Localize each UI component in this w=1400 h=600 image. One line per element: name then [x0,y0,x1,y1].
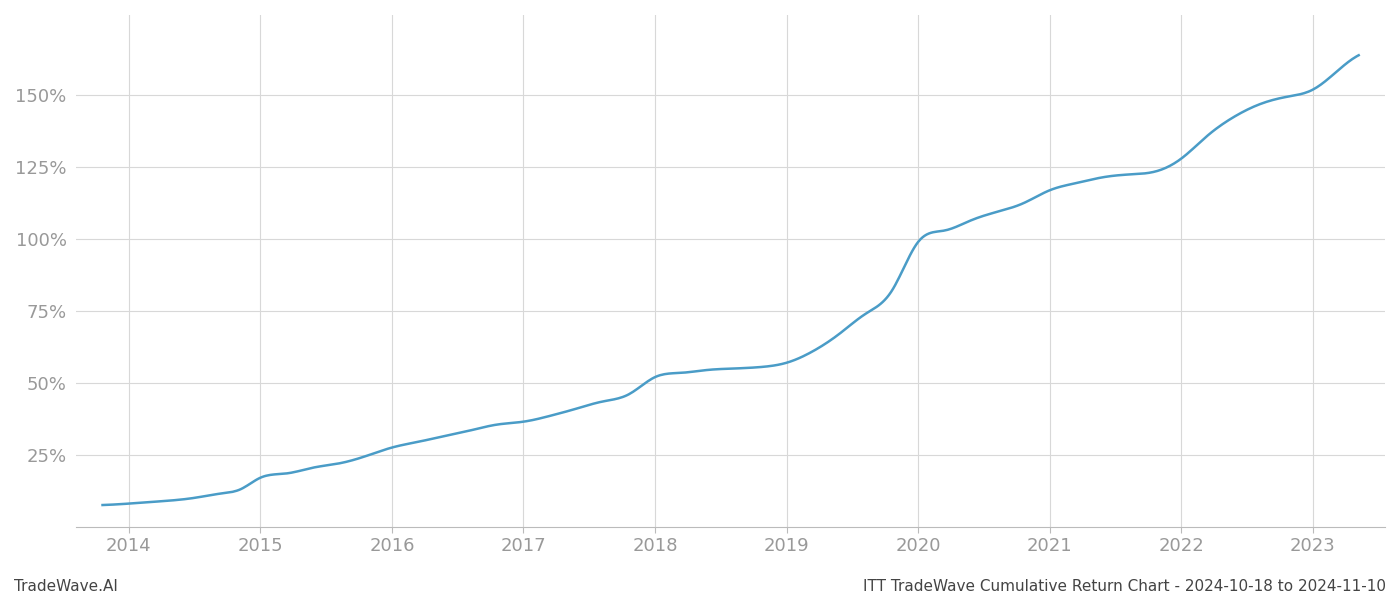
Text: TradeWave.AI: TradeWave.AI [14,579,118,594]
Text: ITT TradeWave Cumulative Return Chart - 2024-10-18 to 2024-11-10: ITT TradeWave Cumulative Return Chart - … [862,579,1386,594]
